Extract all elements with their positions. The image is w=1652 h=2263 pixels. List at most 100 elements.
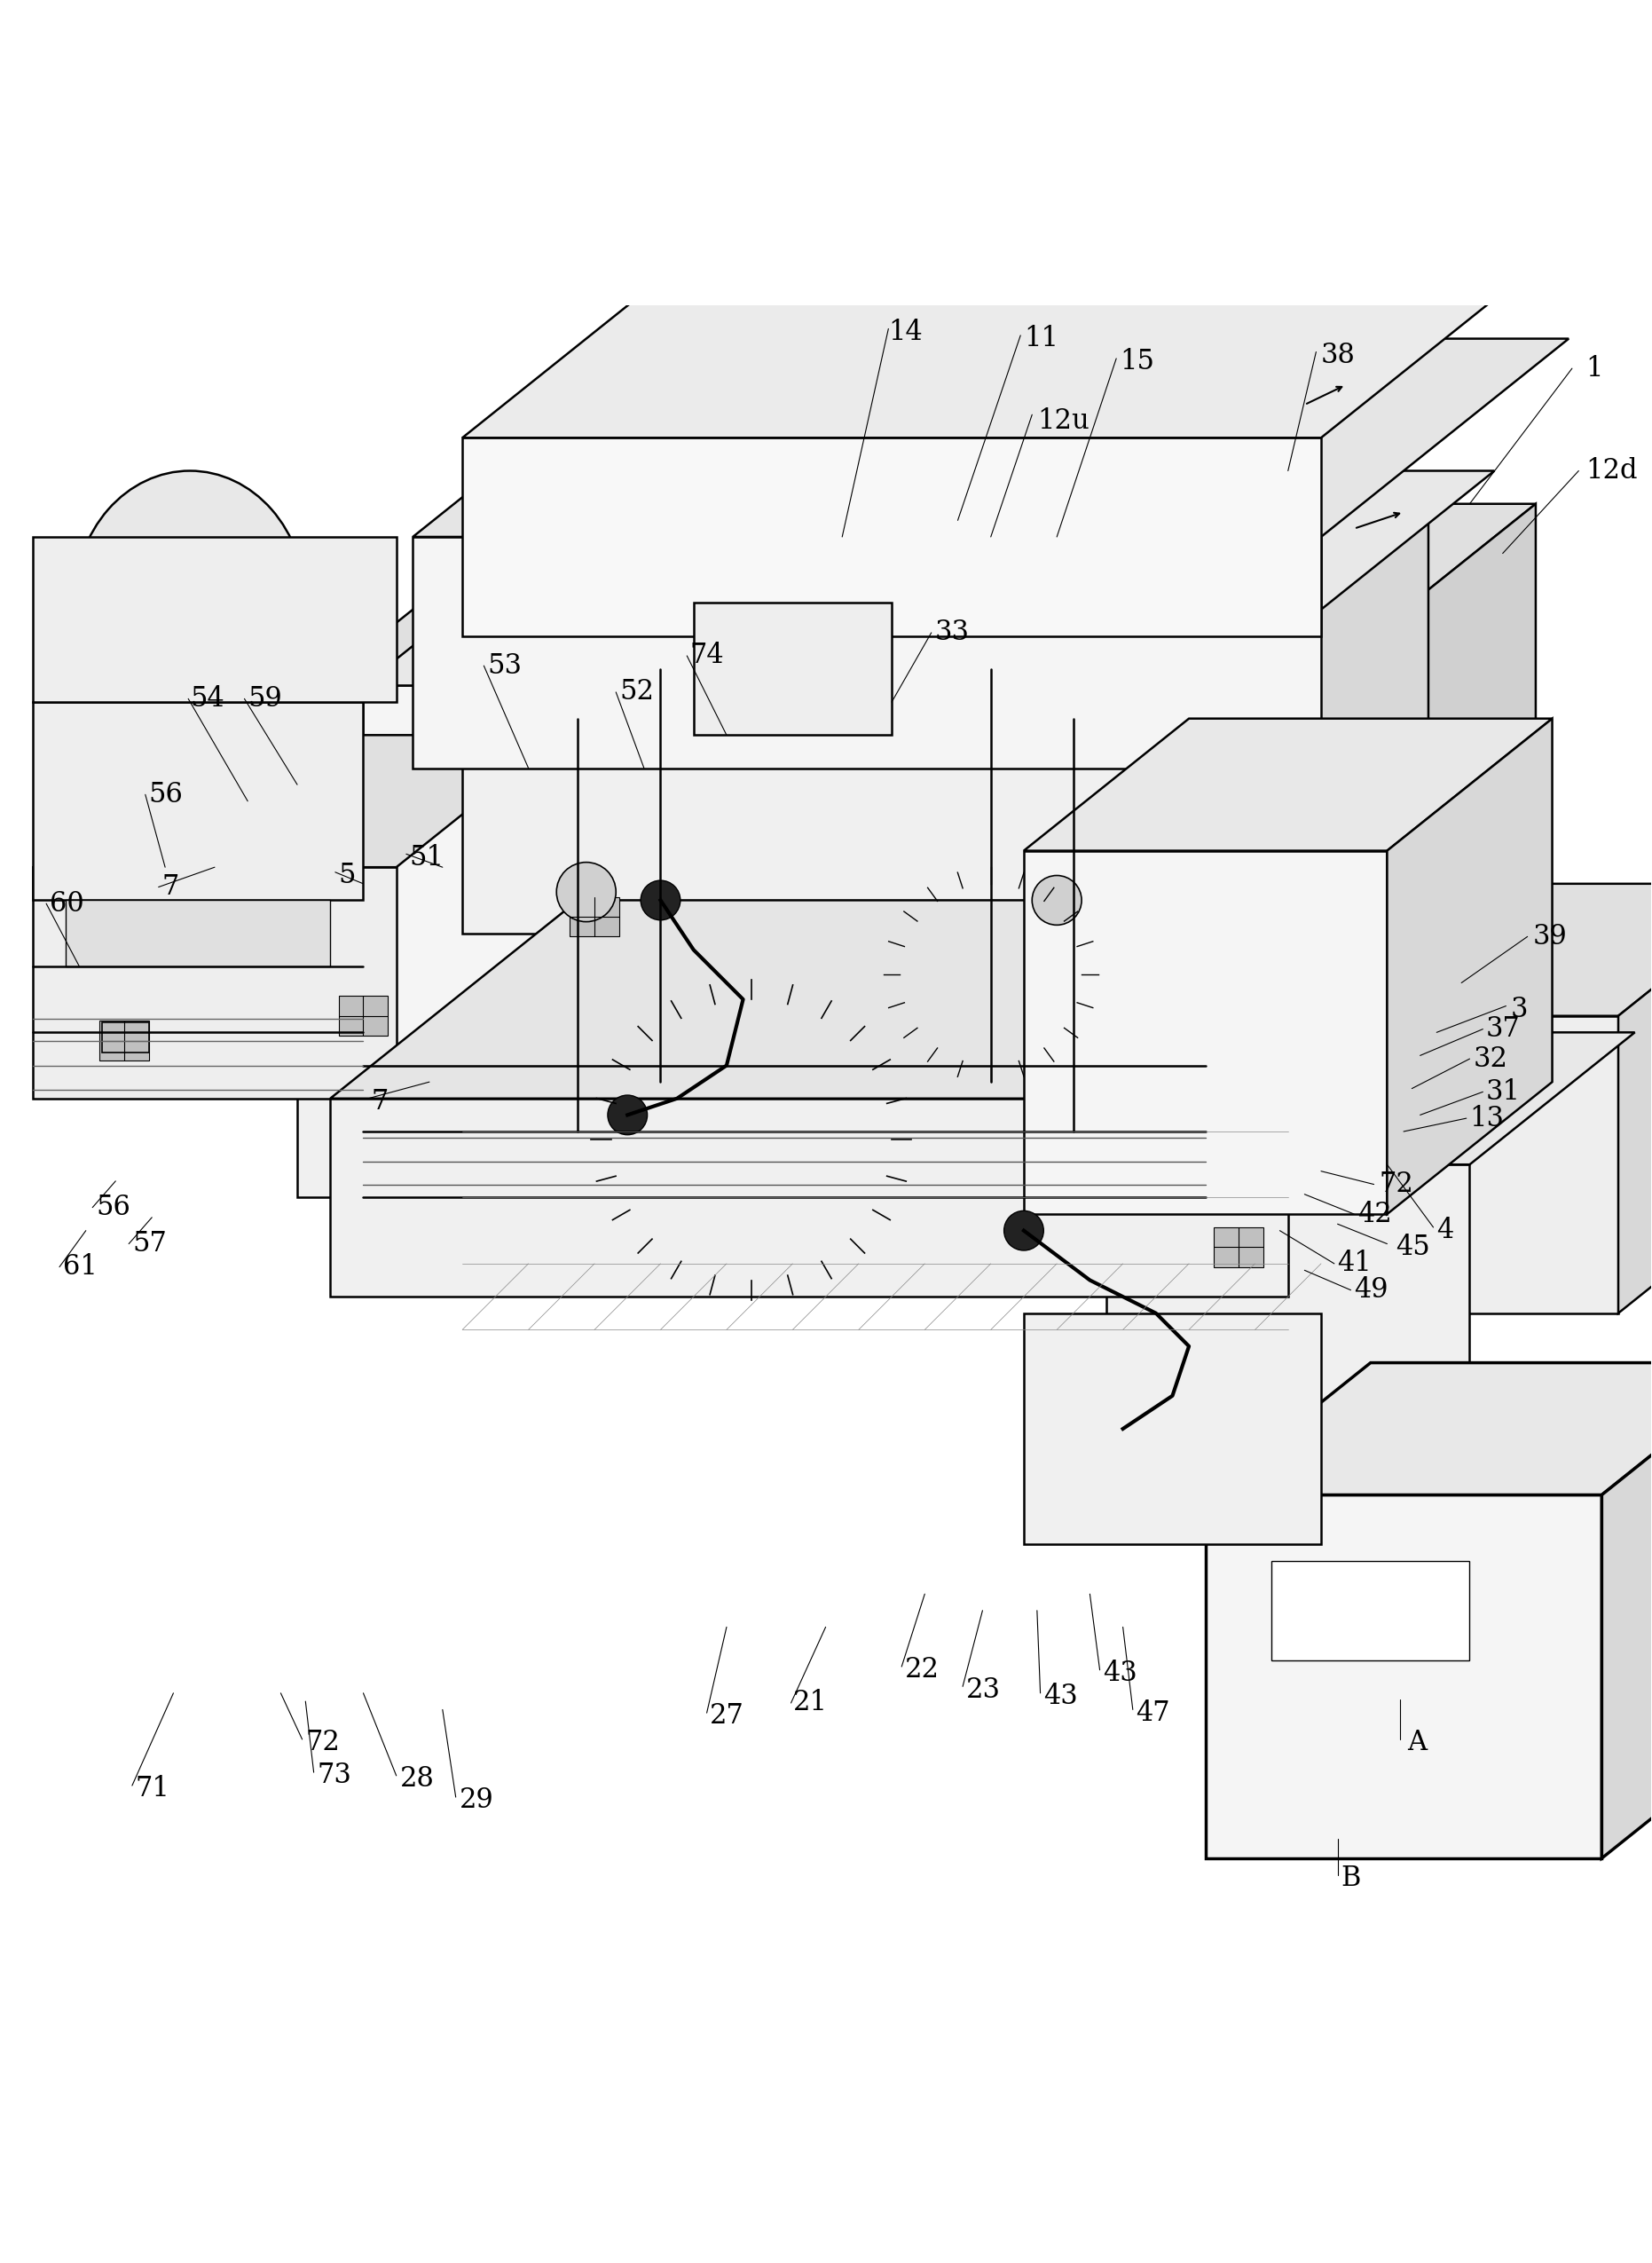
Text: B: B: [1341, 1865, 1361, 1892]
Text: 57: 57: [132, 1231, 167, 1258]
Polygon shape: [1619, 885, 1652, 1313]
Text: 31: 31: [1487, 1077, 1521, 1107]
Text: 13: 13: [1470, 1104, 1505, 1132]
Circle shape: [1004, 1211, 1044, 1251]
Text: 53: 53: [487, 652, 522, 679]
Text: 23: 23: [966, 1677, 1001, 1704]
Text: 39: 39: [1533, 923, 1566, 950]
Text: 45: 45: [1396, 1233, 1429, 1260]
Polygon shape: [33, 702, 363, 901]
Polygon shape: [463, 471, 1495, 636]
Circle shape: [611, 1000, 892, 1281]
Ellipse shape: [74, 471, 306, 735]
Text: 71: 71: [135, 1774, 170, 1804]
Text: 7: 7: [372, 1089, 388, 1116]
Text: 74: 74: [691, 643, 725, 670]
Text: 43: 43: [1044, 1684, 1079, 1711]
Text: 73: 73: [317, 1763, 352, 1790]
Polygon shape: [1024, 851, 1388, 1213]
Polygon shape: [297, 702, 1289, 1197]
Text: 22: 22: [905, 1657, 940, 1684]
Circle shape: [557, 862, 616, 921]
Text: 51: 51: [410, 844, 444, 871]
Polygon shape: [413, 339, 1569, 536]
Text: 12u: 12u: [1037, 407, 1089, 434]
Polygon shape: [1206, 885, 1652, 1016]
Polygon shape: [1388, 720, 1553, 1213]
Polygon shape: [1289, 505, 1536, 1197]
Polygon shape: [339, 996, 388, 1036]
Polygon shape: [413, 536, 1322, 767]
Text: 12d: 12d: [1586, 457, 1637, 484]
Circle shape: [608, 1095, 648, 1134]
Polygon shape: [66, 901, 330, 966]
Circle shape: [1104, 1410, 1143, 1448]
Circle shape: [1032, 876, 1082, 926]
Polygon shape: [33, 536, 396, 702]
Text: 14: 14: [889, 319, 923, 346]
Polygon shape: [463, 240, 1569, 437]
Polygon shape: [297, 505, 1536, 702]
Text: 42: 42: [1358, 1199, 1391, 1229]
Text: 47: 47: [1137, 1700, 1170, 1727]
Polygon shape: [33, 867, 396, 1098]
Text: 28: 28: [400, 1765, 434, 1792]
Polygon shape: [1107, 1165, 1470, 1462]
Text: A: A: [1408, 1729, 1427, 1756]
Text: 37: 37: [1487, 1016, 1521, 1043]
Text: 72: 72: [1379, 1170, 1414, 1197]
Text: 3: 3: [1512, 996, 1528, 1023]
Circle shape: [674, 1064, 829, 1217]
Text: 60: 60: [50, 889, 84, 917]
Polygon shape: [33, 735, 562, 867]
Polygon shape: [1107, 1032, 1635, 1165]
Text: 5: 5: [339, 862, 355, 889]
Polygon shape: [1214, 1227, 1264, 1267]
Text: 32: 32: [1474, 1046, 1508, 1073]
Polygon shape: [1024, 1313, 1322, 1543]
Text: 7: 7: [162, 874, 178, 901]
Text: 52: 52: [620, 679, 654, 706]
Text: 43: 43: [1104, 1659, 1138, 1686]
Text: 15: 15: [1120, 349, 1155, 376]
Polygon shape: [363, 520, 1429, 686]
Polygon shape: [74, 602, 306, 767]
Text: 29: 29: [459, 1788, 494, 1815]
Text: 33: 33: [935, 618, 970, 647]
Polygon shape: [463, 636, 1289, 932]
Polygon shape: [1206, 1496, 1602, 1858]
Polygon shape: [570, 896, 620, 937]
Text: 11: 11: [1024, 326, 1059, 353]
Polygon shape: [463, 437, 1322, 636]
Text: 1: 1: [1586, 355, 1602, 382]
Text: 21: 21: [793, 1688, 828, 1718]
Polygon shape: [330, 901, 1536, 1098]
Text: 49: 49: [1355, 1276, 1388, 1303]
Polygon shape: [99, 1021, 149, 1061]
Polygon shape: [1024, 720, 1553, 851]
Ellipse shape: [74, 636, 306, 901]
Polygon shape: [1206, 1362, 1652, 1496]
Circle shape: [900, 885, 1082, 1066]
Polygon shape: [1206, 1016, 1619, 1313]
Text: 38: 38: [1322, 342, 1356, 369]
Polygon shape: [628, 686, 958, 1098]
Polygon shape: [1602, 1362, 1652, 1858]
Text: 56: 56: [149, 781, 183, 808]
Polygon shape: [694, 602, 892, 735]
Polygon shape: [1272, 1561, 1470, 1661]
Polygon shape: [330, 1098, 1289, 1297]
Text: 61: 61: [63, 1254, 97, 1281]
Circle shape: [641, 880, 681, 921]
Text: 59: 59: [248, 686, 282, 713]
Text: 72: 72: [306, 1729, 340, 1756]
Polygon shape: [628, 554, 1123, 686]
Text: 27: 27: [710, 1702, 745, 1729]
Polygon shape: [102, 1023, 149, 1052]
Text: 4: 4: [1437, 1217, 1454, 1245]
Polygon shape: [363, 686, 1222, 1050]
Text: 41: 41: [1338, 1249, 1371, 1276]
Circle shape: [945, 930, 1036, 1021]
Text: 54: 54: [190, 686, 225, 713]
Text: 56: 56: [96, 1193, 131, 1222]
